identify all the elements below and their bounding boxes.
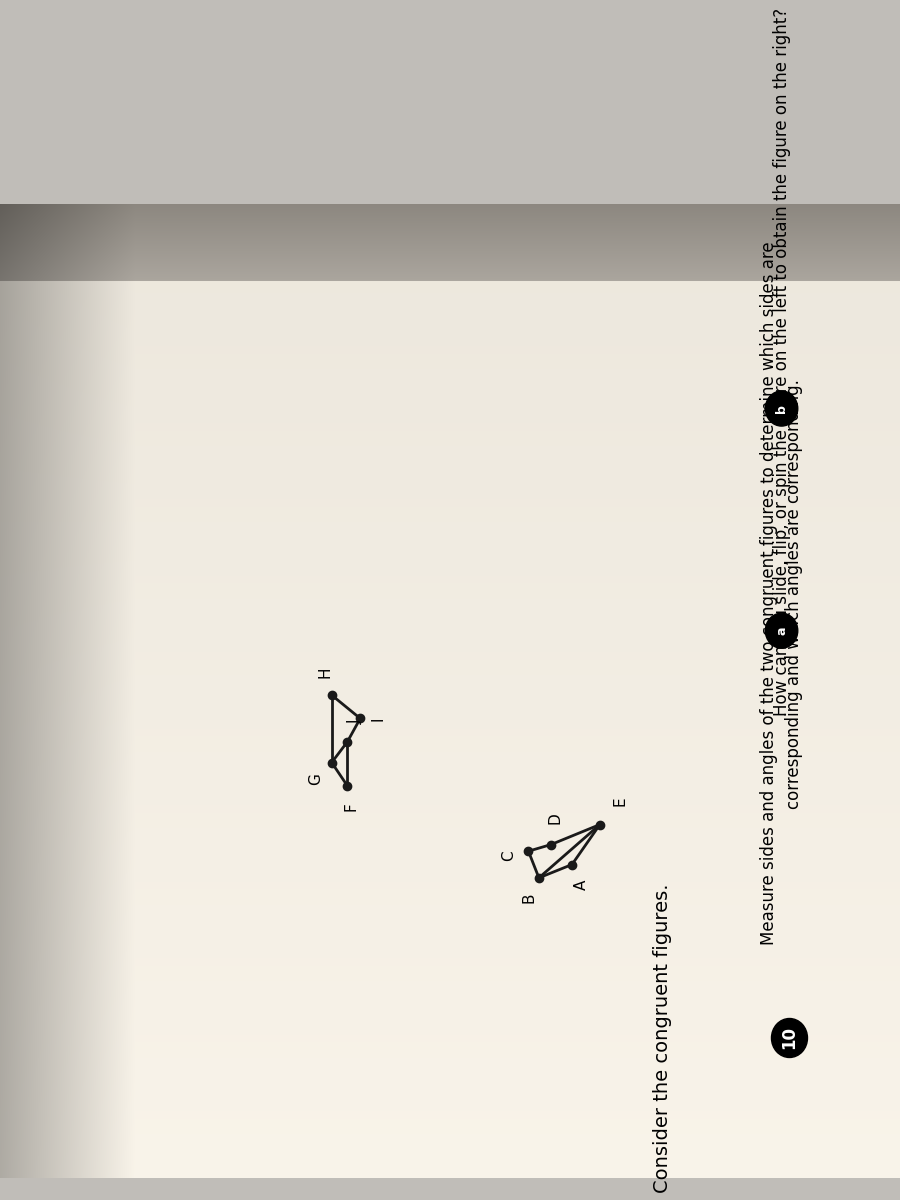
Text: B: B [522,893,537,904]
Text: Measure sides and angles of the two congruent figures to determine which sides a: Measure sides and angles of the two cong… [760,242,803,946]
Text: D: D [547,812,562,824]
Text: I: I [370,716,385,721]
Circle shape [765,613,797,648]
Text: H: H [318,666,333,678]
Circle shape [765,391,797,426]
Text: C: C [501,851,516,862]
Text: E: E [612,797,627,806]
Text: J: J [347,719,363,724]
Text: Consider the congruent figures.: Consider the congruent figures. [653,883,672,1193]
Text: b: b [775,404,788,413]
Text: F: F [344,802,359,810]
Text: a: a [775,626,788,635]
Text: How can you slide, flip, or spin the figure on the left to obtain the figure on : How can you slide, flip, or spin the fig… [772,8,790,716]
Text: G: G [309,773,323,785]
Text: 10: 10 [780,1026,798,1050]
Text: A: A [574,880,589,890]
Circle shape [771,1019,807,1057]
